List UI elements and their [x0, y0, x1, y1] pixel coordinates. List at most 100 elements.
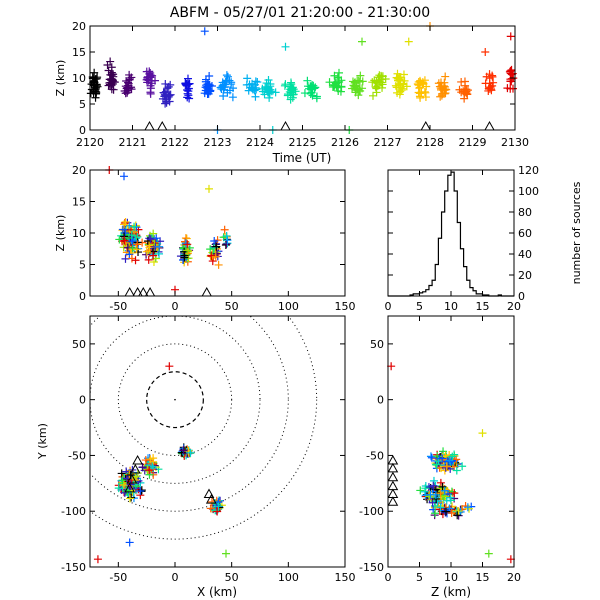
data-point — [429, 476, 438, 485]
histogram-x-tick-label: 10 — [444, 300, 458, 313]
data-point — [458, 462, 467, 471]
time-height-x-tick-label: 2125 — [289, 136, 317, 149]
data-point — [415, 89, 424, 98]
station-marker — [156, 120, 168, 131]
x-height-x-tick-label: 150 — [335, 300, 356, 313]
data-point — [446, 505, 455, 514]
range-ring — [90, 316, 261, 484]
data-point — [223, 72, 232, 81]
data-point — [484, 86, 493, 95]
height-y-y-tick-label: -150 — [359, 561, 384, 574]
data-point — [424, 483, 433, 492]
time-height-ylabel: Z (km) — [54, 60, 67, 97]
station-marker — [387, 471, 399, 482]
data-point — [151, 76, 160, 85]
data-point — [448, 452, 457, 461]
data-point — [146, 235, 155, 244]
data-point — [330, 71, 339, 80]
data-point — [114, 484, 123, 493]
height-histogram-frame — [387, 169, 515, 297]
data-point — [453, 511, 462, 520]
range-ring — [146, 371, 204, 429]
data-point — [222, 71, 231, 80]
height-y-x-tick-label: 5 — [416, 571, 423, 584]
x-height-x-tick-label: -50 — [109, 300, 127, 313]
x-height-y-tick-label: 20 — [72, 164, 86, 177]
data-point — [381, 75, 390, 84]
data-point — [452, 466, 461, 475]
time-height-y-tick-label: 0 — [79, 124, 86, 137]
data-point — [287, 83, 296, 92]
time-height-x-tick-label: 2130 — [501, 136, 529, 149]
data-point — [429, 481, 438, 490]
data-point — [446, 493, 455, 502]
station-marker — [280, 120, 291, 131]
figure-title: ABFM - 05/27/01 21:20:00 - 21:30:00 — [170, 5, 430, 21]
data-point — [152, 234, 161, 243]
x-height-x-tick-label: 100 — [278, 300, 299, 313]
data-point — [127, 493, 136, 502]
data-point — [441, 507, 450, 516]
data-point — [109, 72, 118, 81]
data-point — [183, 240, 192, 249]
data-point — [481, 79, 490, 88]
station-marker — [203, 488, 215, 498]
data-point — [137, 486, 146, 495]
data-point — [429, 505, 438, 514]
plan-view-x-tick-label: 100 — [278, 571, 299, 584]
x-height-y-tick-label: 5 — [79, 259, 86, 272]
data-point — [303, 76, 312, 85]
time-height-x-tick-label: 2123 — [204, 136, 232, 149]
data-point — [109, 85, 118, 94]
station-marker — [201, 286, 213, 297]
data-point — [206, 245, 215, 254]
data-point — [265, 89, 274, 98]
data-point — [356, 71, 365, 80]
data-point — [463, 503, 472, 512]
plan-view-xlabel: X (km) — [197, 585, 237, 599]
data-point — [358, 37, 366, 46]
plan-view-panel: -50 0 50 100 150 -150 -100 -50 0 50 X (km) Y (km) — [36, 315, 356, 599]
data-point — [136, 487, 145, 495]
data-point — [509, 84, 517, 93]
data-point — [432, 460, 441, 469]
data-point — [404, 37, 413, 46]
station-marker — [387, 462, 399, 473]
data-point — [186, 448, 195, 457]
data-point — [220, 225, 229, 234]
data-point — [179, 446, 188, 455]
station-marker — [129, 463, 141, 474]
time-height-xlabel: Time (UT) — [272, 151, 332, 165]
data-point — [283, 90, 292, 99]
data-point — [145, 67, 154, 76]
time-height-x-tick-label: 2121 — [119, 136, 147, 149]
histogram-y-tick-label: 120 — [518, 164, 539, 177]
data-point — [182, 81, 191, 90]
plan-view-y-tick-label: -100 — [61, 505, 86, 518]
data-point — [436, 478, 445, 487]
data-point — [378, 80, 387, 89]
data-point — [264, 76, 273, 85]
data-point — [438, 454, 447, 463]
station-marker — [205, 494, 217, 504]
plan-view-ticks: -50 0 50 100 150 -150 -100 -50 0 50 — [61, 316, 356, 584]
data-point — [419, 79, 428, 88]
time-height-x-tick-label: 2124 — [246, 136, 274, 149]
data-point — [393, 69, 402, 78]
data-point — [392, 83, 401, 92]
data-point — [260, 90, 269, 99]
height-histogram-plot — [388, 171, 514, 297]
data-point — [120, 236, 129, 245]
data-point — [146, 72, 155, 81]
data-point — [447, 509, 456, 518]
data-point — [125, 494, 134, 503]
height-y-frame — [387, 315, 515, 568]
data-point — [162, 95, 171, 104]
data-point — [130, 222, 139, 231]
data-point — [312, 94, 321, 103]
plan-view-y-tick-label: -150 — [61, 561, 86, 574]
data-point — [372, 77, 381, 86]
